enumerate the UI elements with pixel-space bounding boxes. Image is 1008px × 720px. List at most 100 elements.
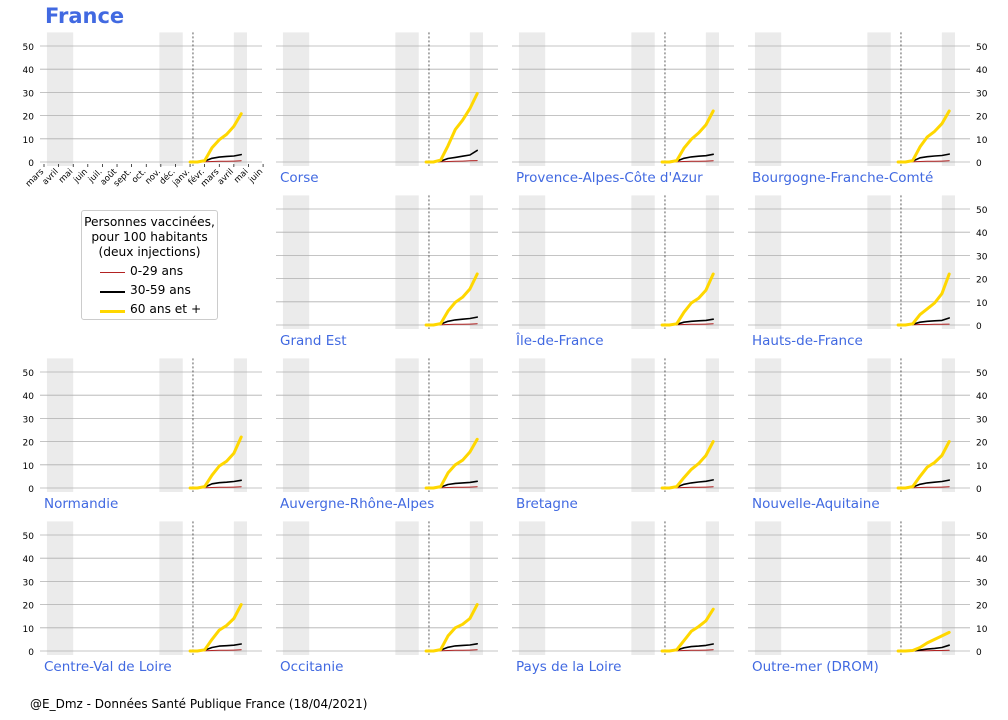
region-label: Bourgogne-Franche-Comté (752, 170, 933, 186)
shaded-period (867, 195, 891, 329)
legend-title-line: Personnes vaccinées, (84, 215, 215, 229)
y-tick-label: 50 (23, 43, 35, 53)
shaded-period (941, 521, 956, 655)
legend: Personnes vaccinées, pour 100 habitants … (81, 210, 218, 320)
y-tick-label: 0 (28, 159, 34, 169)
series-line (896, 440, 951, 490)
y-tick-label: 50 (976, 532, 988, 542)
shaded-period (705, 32, 720, 167)
region-label: Corse (280, 170, 319, 186)
y-tick-label: 30 (976, 578, 988, 588)
shaded-period (754, 195, 782, 329)
shaded-period (469, 358, 484, 492)
region-label: Auvergne-Rhône-Alpes (280, 496, 434, 512)
shaded-period (518, 32, 546, 167)
y-tick-label: 20 (23, 439, 35, 449)
y-tick-label: 30 (23, 578, 35, 588)
shaded-period (941, 358, 956, 492)
y-tick-label: 10 (23, 136, 35, 146)
shaded-period (867, 358, 891, 492)
shaded-period (469, 195, 484, 329)
legend-swatch-0-29 (100, 272, 125, 273)
y-tick-label: 0 (28, 648, 34, 658)
region-label: Centre-Val de Loire (44, 659, 172, 675)
series-line (424, 272, 479, 327)
y-tick-label: 40 (23, 392, 35, 402)
region-label: Bretagne (516, 496, 578, 512)
y-tick-label: 10 (976, 299, 988, 309)
legend-label-60-plus: 60 ans et + (130, 302, 202, 316)
y-tick-label: 40 (976, 555, 988, 565)
y-tick-label: 40 (976, 392, 988, 402)
x-tick-label: juin (246, 167, 265, 186)
y-tick-label: 0 (976, 485, 982, 495)
legend-label-0-29: 0-29 ans (130, 264, 184, 278)
shaded-period (754, 521, 782, 655)
y-tick-label: 30 (976, 415, 988, 425)
y-tick-label: 10 (976, 136, 988, 146)
region-label: Hauts-de-France (752, 333, 863, 349)
series-line (660, 109, 715, 164)
shaded-period (282, 195, 310, 329)
shaded-period (159, 32, 183, 167)
y-tick-label: 40 (976, 229, 988, 239)
shaded-period (46, 358, 74, 492)
y-tick-label: 0 (28, 485, 34, 495)
y-tick-label: 30 (23, 89, 35, 99)
shaded-period (518, 195, 546, 329)
y-tick-label: 10 (976, 462, 988, 472)
y-tick-label: 10 (23, 462, 35, 472)
legend-label-30-59: 30-59 ans (130, 283, 191, 297)
legend-title-line: (deux injections) (98, 245, 201, 259)
y-tick-label: 20 (976, 276, 988, 286)
series-line (424, 92, 479, 164)
region-label: Outre-mer (DROM) (752, 659, 879, 675)
series-line (424, 437, 479, 490)
region-label: Nouvelle-Aquitaine (752, 496, 880, 512)
y-tick-label: 20 (976, 439, 988, 449)
shaded-period (282, 521, 310, 655)
shaded-period (469, 521, 484, 655)
series-line (660, 607, 715, 653)
series-line (188, 112, 243, 164)
shaded-period (705, 195, 720, 329)
series-line (896, 630, 951, 653)
y-tick-label: 20 (976, 602, 988, 612)
shaded-period (631, 195, 655, 329)
shaded-period (705, 358, 720, 492)
region-label: Occitanie (280, 659, 343, 675)
series-line (660, 440, 715, 490)
shaded-period (867, 521, 891, 655)
shaded-period (395, 32, 419, 167)
y-tick-label: 30 (23, 415, 35, 425)
shaded-period (705, 521, 720, 655)
shaded-period (941, 195, 956, 329)
shaded-period (233, 521, 248, 655)
shaded-period (282, 32, 310, 167)
shaded-period (631, 358, 655, 492)
region-label: Provence-Alpes-Côte d'Azur (516, 170, 703, 186)
y-tick-label: 10 (23, 625, 35, 635)
y-tick-label: 50 (23, 532, 35, 542)
y-tick-label: 0 (976, 322, 982, 332)
shaded-period (46, 521, 74, 655)
y-tick-label: 40 (23, 555, 35, 565)
shaded-period (631, 32, 655, 167)
legend-swatch-60-plus (100, 310, 125, 313)
y-tick-label: 30 (976, 89, 988, 99)
shaded-period (233, 358, 248, 492)
region-label: Normandie (44, 496, 118, 512)
shaded-period (518, 358, 546, 492)
region-label: Pays de la Loire (516, 659, 621, 675)
page-title: France (45, 4, 125, 28)
y-tick-label: 20 (23, 602, 35, 612)
y-tick-label: 20 (976, 113, 988, 123)
shaded-period (395, 521, 419, 655)
series-line (425, 149, 479, 163)
series-line (660, 272, 715, 327)
y-tick-label: 30 (976, 252, 988, 262)
footer-source: @E_Dmz - Données Santé Publique France (… (30, 697, 368, 711)
legend-title: Personnes vaccinées, pour 100 habitants … (82, 215, 217, 260)
y-tick-label: 0 (976, 159, 982, 169)
shaded-period (395, 195, 419, 329)
